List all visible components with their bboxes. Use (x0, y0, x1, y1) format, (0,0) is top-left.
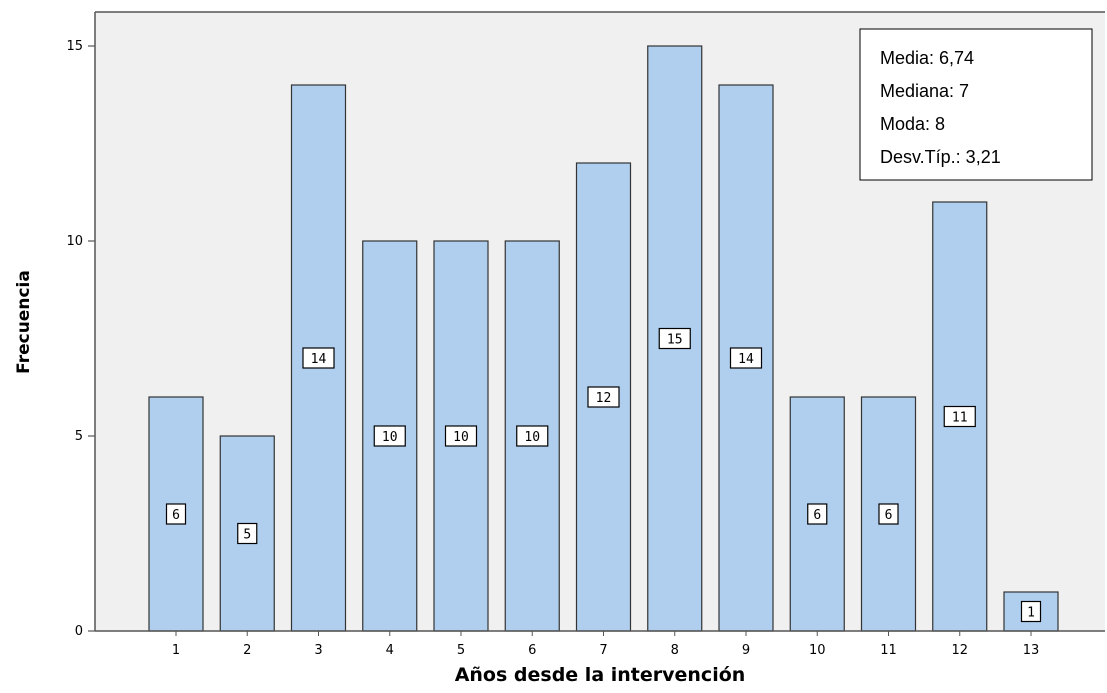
stats-mode: Moda: 8 (880, 114, 945, 134)
data-label-box (373, 425, 406, 447)
data-label: 10 (453, 430, 469, 445)
data-label-box (444, 425, 478, 447)
x-tick-label: 3 (314, 643, 322, 658)
stats-mean: Media: 6,74 (880, 48, 974, 68)
x-tick-label: 8 (671, 643, 679, 658)
stats-box-frame (859, 28, 1093, 181)
y-tick-label: 0 (75, 624, 83, 639)
data-label-box (658, 327, 691, 350)
y-tick-label: 10 (66, 234, 83, 249)
stats-std-dev: Desv.Típ.: 3,21 (880, 147, 1001, 167)
x-tick-label: 6 (528, 643, 536, 658)
data-label: 11 (952, 411, 968, 426)
y-tick-label: 15 (66, 39, 83, 54)
data-label: 15 (667, 333, 683, 348)
x-tick-label: 2 (243, 643, 251, 658)
data-label: 5 (243, 528, 251, 543)
y-axis-title: Frecuencia (14, 270, 34, 374)
x-ticks-group: 1 2 3 4 5 6 7 8 9 10 11 12 13 (172, 631, 1039, 658)
x-axis-title: Años desde la intervención (455, 664, 746, 686)
data-label-box (165, 503, 187, 525)
data-label: 14 (738, 352, 754, 367)
data-label: 6 (885, 508, 893, 523)
stats-box: Media: 6,74 Mediana: 7 Moda: 8 Desv.Típ.… (859, 28, 1093, 181)
y-ticks-group: 0 5 10 15 (66, 39, 95, 639)
x-tick-label: 11 (880, 643, 897, 658)
x-tick-label: 10 (809, 643, 826, 658)
data-label-box (1020, 600, 1042, 623)
data-label: 1 (1027, 606, 1035, 621)
x-tick-label: 12 (951, 643, 968, 658)
data-label: 14 (311, 352, 327, 367)
x-tick-label: 1 (172, 643, 180, 658)
data-label: 12 (596, 391, 612, 406)
stats-median: Mediana: 7 (880, 81, 969, 101)
data-label-box (516, 425, 549, 447)
data-label: 6 (813, 508, 821, 523)
data-label-box (237, 522, 258, 545)
data-label-box (302, 347, 335, 369)
x-tick-label: 4 (386, 643, 394, 658)
data-label-box (587, 386, 620, 408)
x-tick-label: 13 (1023, 643, 1040, 658)
data-label-box (807, 503, 828, 525)
data-label-box (729, 347, 763, 369)
x-tick-label: 9 (742, 643, 750, 658)
data-label: 6 (172, 508, 180, 523)
data-label-box (943, 405, 976, 428)
x-tick-label: 7 (599, 643, 607, 658)
data-label: 10 (524, 430, 540, 445)
data-label-box (878, 503, 899, 525)
x-tick-label: 5 (457, 643, 465, 658)
data-label: 10 (382, 430, 398, 445)
y-tick-label: 5 (75, 429, 83, 444)
